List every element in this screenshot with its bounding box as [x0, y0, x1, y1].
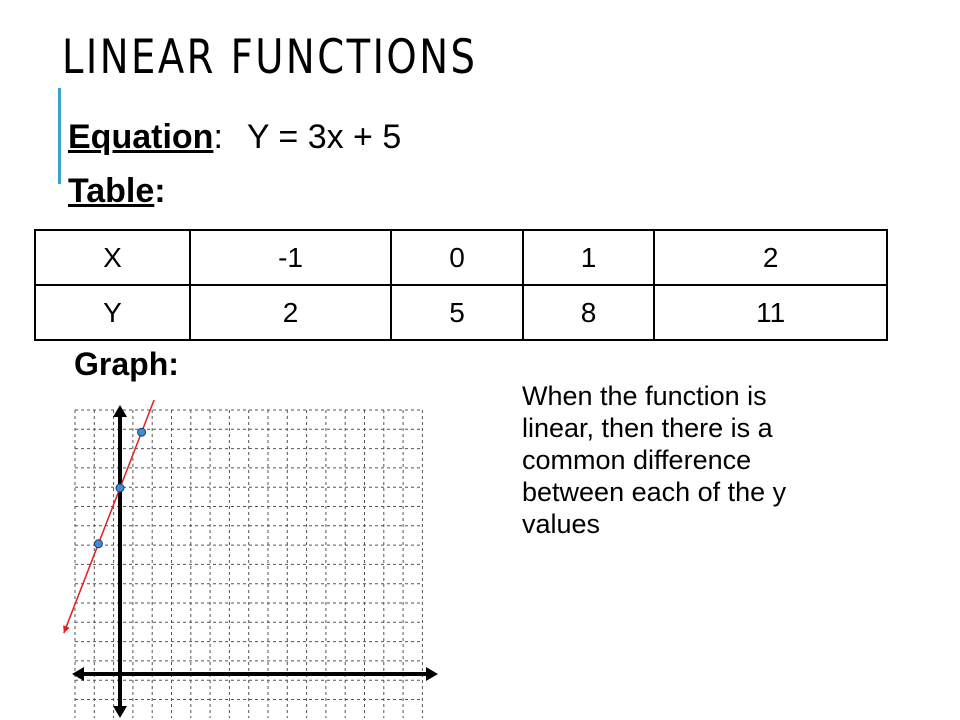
- table-cell: 8: [521, 284, 656, 341]
- equation-value: Y = 3x + 5: [246, 118, 402, 156]
- table-row-x: X -1 0 1 2: [34, 229, 888, 286]
- data-point: [137, 427, 147, 437]
- data-point: [93, 539, 103, 549]
- accent-bar: [58, 88, 61, 184]
- x-axis-left-arrow: [72, 667, 84, 681]
- table-cell: 0: [390, 229, 524, 286]
- data-point: [115, 483, 125, 493]
- table-heading: Table:: [68, 172, 166, 211]
- x-axis-right-arrow: [426, 667, 438, 681]
- linear-note: When the function is linear, then there …: [522, 381, 787, 539]
- table-cell: X: [34, 229, 191, 286]
- y-axis-top-arrow: [113, 405, 127, 417]
- slide-title: LINEAR FUNCTIONS: [62, 30, 478, 85]
- table-row-y: Y 2 5 8 11: [34, 284, 888, 341]
- table-cell: 11: [653, 284, 888, 341]
- equation-label: Equation: [68, 118, 214, 156]
- table-cell: 1: [521, 229, 656, 286]
- table-label: Table: [68, 172, 155, 210]
- table-cell: Y: [34, 284, 191, 341]
- function-line: [63, 400, 155, 634]
- table-cell: 2: [653, 229, 888, 286]
- table-cell: -1: [188, 229, 393, 286]
- graph: [63, 400, 438, 718]
- values-table: X -1 0 1 2 Y 2 5 8 11: [34, 229, 888, 341]
- line-arrow-bottom: [63, 625, 70, 634]
- table-colon: :: [154, 172, 166, 210]
- graph-label: Graph:: [74, 346, 179, 382]
- table-cell: 5: [390, 284, 524, 341]
- y-axis-bottom-arrow: [113, 706, 127, 718]
- table-cell: 2: [188, 284, 393, 341]
- equation-colon: :: [213, 118, 223, 156]
- equation-row: Equation: Y = 3x + 5: [68, 118, 401, 157]
